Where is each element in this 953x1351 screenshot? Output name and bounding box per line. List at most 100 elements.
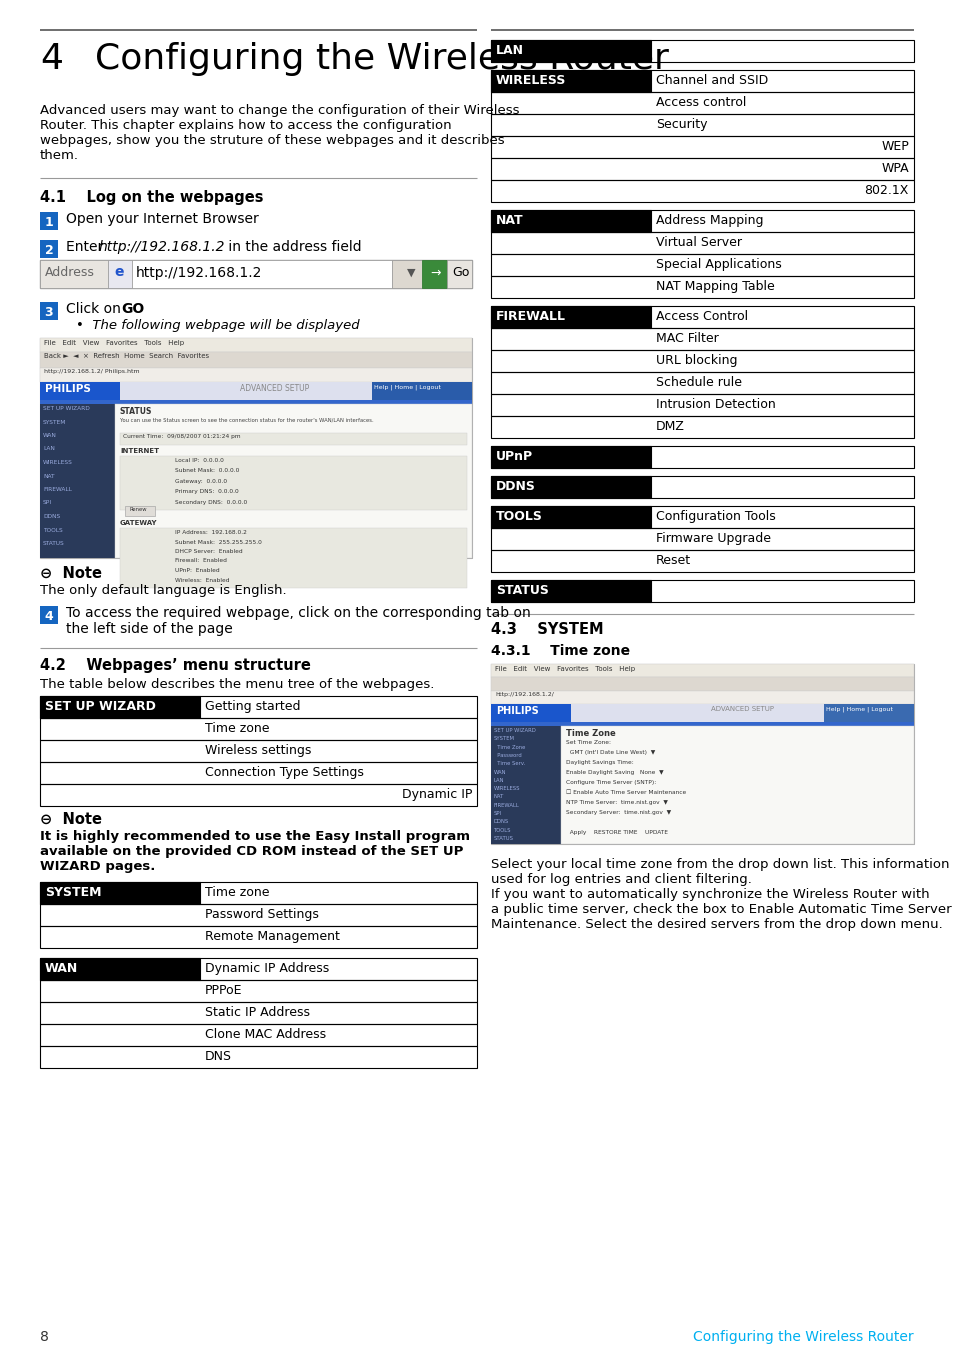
Text: Local IP:  0.0.0.0: Local IP: 0.0.0.0 [174, 458, 224, 463]
Text: IP Address:  192.168.0.2: IP Address: 192.168.0.2 [174, 530, 247, 535]
Text: FIREWALL: FIREWALL [496, 309, 565, 323]
Text: →: → [430, 267, 440, 280]
Bar [491, 725, 560, 844]
Bar [491, 41, 913, 62]
Text: Dynamic IP: Dynamic IP [401, 788, 472, 801]
Text: WPA: WPA [881, 162, 908, 176]
Bar [491, 70, 913, 92]
Bar [40, 1024, 476, 1046]
Bar [40, 607, 58, 624]
Bar [491, 580, 650, 603]
Text: Time zone: Time zone [205, 886, 269, 898]
Text: 8: 8 [40, 1329, 49, 1344]
Text: Subnet Mask:  255.255.255.0: Subnet Mask: 255.255.255.0 [174, 539, 262, 544]
Text: Wireless settings: Wireless settings [205, 744, 311, 757]
Text: ⊖  Note: ⊖ Note [40, 566, 102, 581]
Text: http://192.168.1.2/ Philips.htm: http://192.168.1.2/ Philips.htm [44, 369, 139, 374]
Text: 4.3.1    Time zone: 4.3.1 Time zone [491, 644, 630, 658]
Text: NAT: NAT [496, 213, 523, 227]
Bar [491, 276, 913, 299]
Text: Primary DNS:  0.0.0.0: Primary DNS: 0.0.0.0 [174, 489, 238, 494]
Text: To access the required webpage, click on the corresponding tab on
the left side : To access the required webpage, click on… [66, 607, 530, 636]
Text: INTERNET: INTERNET [120, 449, 159, 454]
Bar [40, 958, 200, 979]
Text: Enter: Enter [66, 240, 108, 254]
Text: Access control: Access control [656, 96, 745, 109]
Bar [491, 677, 913, 690]
Bar [491, 704, 571, 721]
Text: NTP Time Server:  time.nist.gov  ▼: NTP Time Server: time.nist.gov ▼ [565, 800, 667, 805]
Bar [491, 446, 650, 467]
Bar [40, 784, 476, 807]
Text: TOOLS: TOOLS [43, 527, 63, 532]
Bar [40, 762, 476, 784]
Bar [40, 740, 476, 762]
Bar [491, 507, 650, 528]
Bar [40, 338, 472, 353]
Bar [491, 416, 913, 438]
Bar [40, 882, 200, 904]
Text: Configure Time Server (SNTP):: Configure Time Server (SNTP): [565, 780, 656, 785]
Bar [491, 704, 913, 721]
Text: Static IP Address: Static IP Address [205, 1006, 310, 1019]
Bar [108, 259, 132, 288]
Text: Wireless:  Enabled: Wireless: Enabled [174, 577, 230, 582]
Bar [40, 1002, 476, 1024]
Text: Subnet Mask:  0.0.0.0: Subnet Mask: 0.0.0.0 [174, 469, 239, 473]
Text: Set Time Zone:: Set Time Zone: [565, 740, 610, 744]
Bar [40, 259, 472, 288]
Text: The only default language is English.: The only default language is English. [40, 584, 286, 597]
Text: GATEWAY: GATEWAY [120, 520, 157, 526]
Text: UPnP: UPnP [496, 450, 533, 463]
Text: Access Control: Access Control [656, 309, 747, 323]
Text: Time Zone: Time Zone [494, 744, 525, 750]
Text: FIREWALL: FIREWALL [494, 802, 519, 808]
Bar [125, 507, 154, 516]
Text: STATUS: STATUS [496, 584, 548, 597]
Bar [40, 353, 472, 367]
Bar [120, 457, 467, 509]
Text: Configuring the Wireless Router: Configuring the Wireless Router [693, 1329, 913, 1344]
Text: 4.3    SYSTEM: 4.3 SYSTEM [491, 621, 603, 638]
Bar [491, 254, 913, 276]
Bar [491, 209, 913, 232]
Bar [491, 394, 913, 416]
Text: SET UP WIZARD: SET UP WIZARD [45, 700, 155, 713]
Bar [40, 979, 476, 1002]
Bar [120, 528, 467, 588]
Text: SET UP WIZARD: SET UP WIZARD [494, 728, 536, 734]
Bar [491, 305, 913, 328]
Bar [40, 925, 476, 948]
Text: in the address field: in the address field [224, 240, 361, 254]
Bar [40, 382, 472, 400]
Text: Address Mapping: Address Mapping [656, 213, 762, 227]
Text: SET UP WIZARD: SET UP WIZARD [43, 407, 90, 411]
Text: 802.1X: 802.1X [863, 184, 908, 197]
Text: ⊖  Note: ⊖ Note [40, 812, 102, 827]
Bar [40, 882, 476, 904]
Bar [115, 404, 472, 558]
Bar [40, 338, 472, 558]
Text: Select your local time zone from the drop down list. This information is
used fo: Select your local time zone from the dro… [491, 858, 953, 931]
Bar [40, 958, 476, 979]
Text: NAT Mapping Table: NAT Mapping Table [656, 280, 774, 293]
Bar [120, 434, 467, 444]
Bar [132, 259, 392, 288]
Text: URL blocking: URL blocking [656, 354, 737, 367]
Bar [491, 446, 913, 467]
Bar [40, 382, 120, 400]
Text: Dynamic IP Address: Dynamic IP Address [205, 962, 329, 975]
Text: Enable Daylight Saving   None  ▼: Enable Daylight Saving None ▼ [565, 770, 663, 775]
Text: MAC Filter: MAC Filter [656, 332, 718, 345]
Text: LAN: LAN [496, 45, 523, 57]
Text: Security: Security [656, 118, 707, 131]
Text: Gateway:  0.0.0.0: Gateway: 0.0.0.0 [174, 480, 227, 484]
Bar [491, 305, 650, 328]
Bar [447, 259, 472, 288]
Bar [392, 259, 421, 288]
Text: Time zone: Time zone [205, 721, 269, 735]
Text: Firmware Upgrade: Firmware Upgrade [656, 532, 770, 544]
Text: 1: 1 [45, 216, 53, 228]
Text: Channel and SSID: Channel and SSID [656, 74, 767, 86]
Text: Advanced users may want to change the configuration of their Wireless
Router. Th: Advanced users may want to change the co… [40, 104, 519, 162]
